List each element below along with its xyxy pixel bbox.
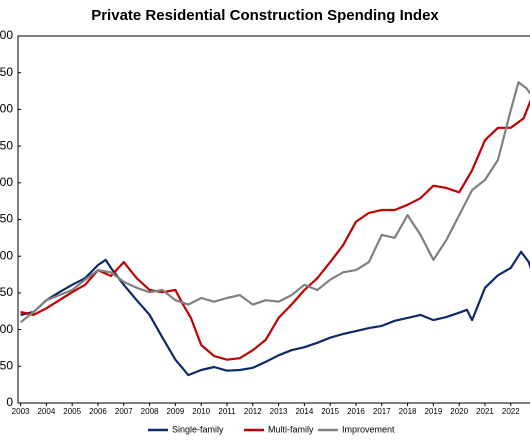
x-tick-label: 2003 [12, 407, 30, 416]
x-tick-label: 2017 [373, 407, 391, 416]
y-tick-label: 400 [0, 102, 13, 116]
series-line [20, 250, 530, 377]
x-tick-label: 2019 [424, 407, 442, 416]
plot-frame [17, 35, 530, 404]
x-tick-label: 2021 [476, 407, 494, 416]
x-tick-label: 2004 [37, 407, 55, 416]
x-tick-label: 2005 [63, 407, 81, 416]
x-tick-label: 2008 [141, 407, 159, 416]
legend-label: Multi-family [268, 424, 314, 434]
y-tick-label: 150 [0, 285, 13, 299]
y-tick-label: 250 [0, 212, 13, 226]
legend-label: Improvement [342, 424, 395, 434]
x-tick-label: 2010 [192, 407, 210, 416]
y-tick-label: 50 [0, 358, 13, 372]
x-tick-label: 2022 [502, 407, 520, 416]
x-tick-label: 2007 [115, 407, 133, 416]
y-tick-label: 500 [0, 28, 13, 42]
x-tick-label: 2018 [399, 407, 417, 416]
x-tick-label: 2011 [218, 407, 236, 416]
chart-title: Private Residential Construction Spendin… [91, 7, 439, 24]
y-tick-label: 350 [0, 138, 13, 152]
x-tick-label: 2012 [244, 407, 262, 416]
y-tick-label: 300 [0, 175, 13, 189]
x-tick-label: 2009 [166, 407, 184, 416]
x-tick-label: 2016 [347, 407, 365, 416]
x-tick-label: 2020 [450, 407, 468, 416]
x-tick-label: 2015 [321, 407, 339, 416]
y-tick-label: 100 [0, 322, 13, 336]
x-tick-label: 2013 [270, 407, 288, 416]
y-tick-label: 200 [0, 248, 13, 262]
series-line [19, 81, 530, 324]
x-tick-label: 2006 [89, 407, 107, 416]
legend-label: Single-family [172, 424, 224, 434]
y-tick-label: 0 [6, 395, 13, 409]
series-line [20, 99, 530, 361]
y-tick-label: 450 [0, 65, 13, 79]
x-tick-label: 2014 [295, 407, 313, 416]
